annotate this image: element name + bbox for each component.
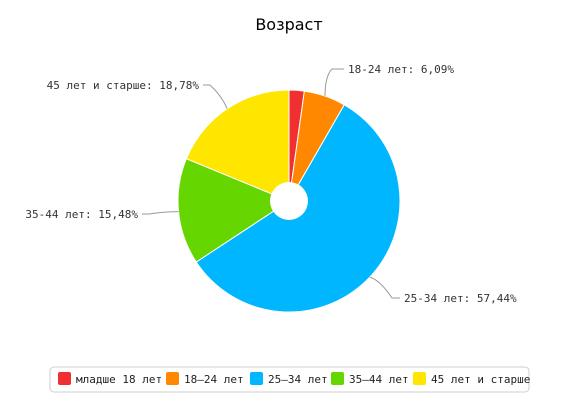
slice-labels: 18-24 лет: 6,09% 25-34 лет: 57,44% 35-44 л… xyxy=(25,63,517,305)
slice-label-4: 35-44 лет: 15,48% xyxy=(25,208,138,221)
legend-label-5[interactable]: 45 лет и старше xyxy=(431,373,530,386)
slice-label-3: 25-34 лет: 57,44% xyxy=(404,292,517,305)
legend-swatch-3 xyxy=(250,372,263,385)
legend-label-1[interactable]: младше 18 лет xyxy=(76,373,162,386)
slice-label-5: 45 лет и старше: 18,78% xyxy=(47,79,200,92)
legend-label-4[interactable]: 35–44 лет xyxy=(349,373,409,386)
pie-slice-5 xyxy=(185,89,290,202)
legend-swatch-5 xyxy=(413,372,426,385)
legend-label-3[interactable]: 25–34 лет xyxy=(268,373,328,386)
slice-label-2: 18-24 лет: 6,09% xyxy=(348,63,454,76)
slice-connector-4 xyxy=(142,211,179,215)
chart-title: Возраст xyxy=(255,15,322,34)
legend-label-2[interactable]: 18–24 лет xyxy=(184,373,244,386)
slice-connector-2 xyxy=(324,68,344,97)
legend-swatch-2 xyxy=(166,372,179,385)
legend: младше 18 лет 18–24 лет 25–34 лет 35–44 лет… xyxy=(49,366,530,393)
slice-connector-5 xyxy=(203,84,228,109)
pie-slice-4 xyxy=(177,158,291,263)
pie-slices xyxy=(177,89,401,313)
donut-hole xyxy=(270,182,308,220)
slice-connector-3 xyxy=(369,276,400,299)
legend-swatch-1 xyxy=(58,372,71,385)
legend-swatch-4 xyxy=(331,372,344,385)
